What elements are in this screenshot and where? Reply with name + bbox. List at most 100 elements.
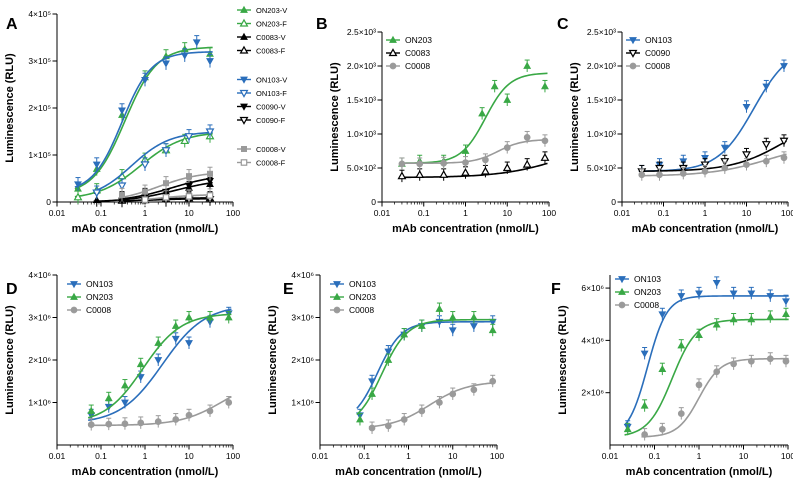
legend-marker <box>629 37 637 45</box>
panel-letter: B <box>316 16 328 33</box>
data-point <box>782 298 790 306</box>
series-C0008 <box>638 151 788 181</box>
x-tick-label: 10 <box>742 208 752 218</box>
data-point <box>206 58 214 66</box>
y-tick-label: 0 <box>46 197 51 207</box>
data-point <box>720 144 729 152</box>
data-point <box>162 194 170 201</box>
data-point <box>74 181 82 189</box>
data-point <box>488 326 497 334</box>
legend-label: C0008 <box>634 300 659 310</box>
x-axis-title: mAb concentration (nmol/L) <box>72 223 219 235</box>
legend-label: ON203 <box>634 287 661 297</box>
x-tick-label: 10 <box>503 208 513 218</box>
x-tick-label: 100 <box>542 208 556 218</box>
series-ON203 <box>623 307 790 436</box>
data-point <box>658 364 667 372</box>
data-point <box>721 164 729 172</box>
legend-marker <box>618 287 626 295</box>
data-point <box>185 193 193 200</box>
data-point <box>766 293 775 301</box>
data-point <box>356 415 364 423</box>
data-point <box>92 189 102 198</box>
data-point <box>121 381 129 389</box>
legend-label: C0008-V <box>256 145 286 154</box>
x-axis-title: mAb concentration (nmol/L) <box>335 466 482 478</box>
x-tick-label: 1 <box>406 451 411 461</box>
data-point <box>482 156 489 164</box>
data-point <box>523 134 531 141</box>
data-point <box>121 420 129 428</box>
legend: ON103 ON203 C0008 <box>615 274 661 310</box>
data-point <box>192 39 201 47</box>
legend-label: ON203-V <box>256 6 287 15</box>
x-tick-label: 100 <box>226 451 240 461</box>
data-point <box>502 163 512 172</box>
data-point <box>118 107 126 115</box>
data-point <box>105 420 113 428</box>
data-point <box>225 399 233 406</box>
fit-curve <box>623 295 789 426</box>
data-point <box>747 290 756 298</box>
x-tick-label: 0.01 <box>374 208 391 218</box>
data-point <box>384 422 392 430</box>
panel-letter: C <box>557 16 569 33</box>
data-point <box>470 386 478 394</box>
y-tick-label: 4×10⁶ <box>291 270 314 280</box>
legend-label: C0083-V <box>256 33 286 42</box>
x-axis-title: mAb concentration (nmol/L) <box>72 466 219 478</box>
data-point <box>742 103 751 112</box>
x-axis-title: mAb concentration (nmol/L) <box>626 466 773 478</box>
data-point <box>384 355 393 363</box>
data-point <box>695 330 703 338</box>
x-tick-label: 1 <box>697 451 702 461</box>
data-point <box>87 421 95 428</box>
series-C0008-F <box>141 188 214 207</box>
data-point <box>180 52 189 60</box>
y-tick-label: 3×10⁶ <box>28 313 51 323</box>
data-point <box>623 425 632 433</box>
data-point <box>137 419 145 427</box>
data-point <box>712 320 721 328</box>
legend-marker <box>618 276 626 284</box>
legend-marker <box>333 292 341 300</box>
data-point <box>384 348 393 356</box>
data-point <box>92 195 101 203</box>
x-tick-label: 0.1 <box>95 451 107 461</box>
panel-C: C 0.01 0.1 1 10 100 0 5.0×10² 1.0×10³ 1.5×10³ 2.0×… <box>557 16 793 235</box>
legend-marker <box>240 159 248 166</box>
data-point <box>415 169 425 178</box>
legend-marker <box>333 281 341 289</box>
data-point <box>677 410 685 417</box>
legend-marker <box>241 146 248 153</box>
data-point <box>154 418 162 425</box>
legend-label: ON103 <box>86 279 113 289</box>
legend: ON103 C0090 C0008 <box>626 35 672 71</box>
data-point <box>761 141 771 150</box>
series-C0008-V <box>118 166 213 202</box>
series-ON203 <box>87 311 233 419</box>
data-point <box>461 146 470 154</box>
panel-E: E 0.01 0.1 1 10 100 1×10⁶ 2×10⁶ 3×10⁶ 4×10⁶ mAb co… <box>267 270 504 478</box>
x-tick-label: 1 <box>143 451 148 461</box>
panel-B: B 0.01 0.1 1 10 100 0 5.0×10² 1.0×10³ 1.5×10³ 2.0×… <box>316 16 556 235</box>
data-point <box>695 381 703 389</box>
fit-curve <box>93 131 213 193</box>
legend-label: C0090-F <box>256 116 286 125</box>
data-point <box>87 406 96 414</box>
legend-marker <box>628 49 638 58</box>
x-tick-label: 1 <box>143 208 148 218</box>
legend-marker <box>618 301 626 309</box>
data-point <box>206 170 213 177</box>
data-point <box>171 321 180 329</box>
legend-marker <box>70 292 78 300</box>
fit-curve <box>624 318 789 436</box>
y-axis-title: Luminescence (RLU) <box>557 305 569 415</box>
legend-label: C0008 <box>86 305 111 315</box>
data-point <box>469 313 478 321</box>
data-point <box>154 338 163 346</box>
y-tick-label: 3×10⁵ <box>28 56 51 66</box>
data-point <box>104 394 113 402</box>
x-tick-label: 0.01 <box>602 451 619 461</box>
data-point <box>439 169 449 178</box>
